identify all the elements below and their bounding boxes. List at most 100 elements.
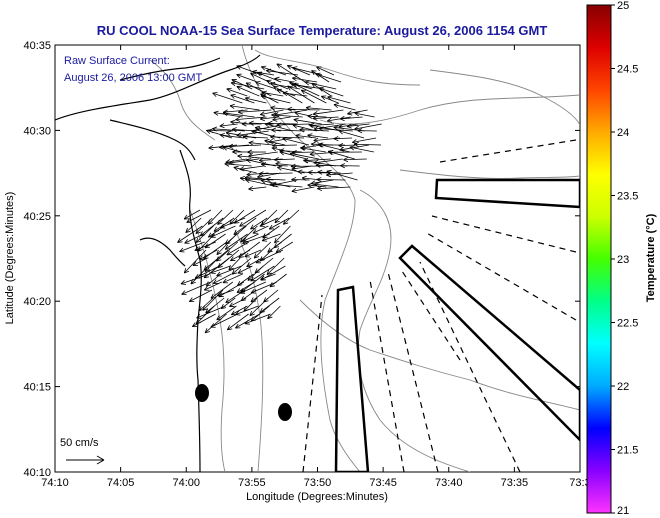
y-tick-label: 40:35: [23, 40, 51, 52]
colorbar-tick-label: 22: [617, 381, 629, 393]
current-vector: [216, 289, 235, 297]
current-vector: [229, 103, 260, 111]
current-vector: [235, 116, 267, 122]
current-vector: [293, 83, 320, 97]
current-vector: [271, 127, 305, 133]
current-vector: [357, 128, 377, 134]
current-vector: [231, 257, 252, 275]
current-vector: [185, 217, 202, 234]
current-vector: [236, 73, 258, 83]
colorbar-tick-label: 23.5: [617, 191, 638, 203]
current-vector: [333, 136, 353, 142]
beam-polygon-2: [398, 244, 580, 442]
current-vector: [229, 297, 247, 307]
current-vector: [326, 172, 353, 178]
current-vector: [206, 129, 233, 139]
current-vector: [195, 225, 214, 243]
current-vector: [183, 249, 207, 274]
current-vector: [316, 177, 346, 183]
current-vector: [274, 157, 295, 163]
x-tick-label: 73:35: [501, 477, 529, 489]
colorbar-tick-label: 22.5: [617, 318, 638, 330]
current-vector: [180, 273, 210, 285]
current-vector: [248, 140, 274, 146]
current-vector: [291, 177, 310, 183]
current-vector: [295, 133, 317, 139]
current-vector: [317, 142, 350, 153]
current-vector: [333, 103, 356, 111]
current-vector: [259, 109, 284, 117]
current-vector: [311, 82, 332, 97]
x-tick-label: 74:10: [41, 477, 69, 489]
x-tick-label: 73:55: [238, 477, 266, 489]
scale-arrow-icon: [66, 455, 105, 465]
y-axis-label: Latitude (Degrees:Minutes): [4, 192, 16, 325]
current-vector: [238, 109, 272, 115]
annotation-line-2: August 26, 2006 13:00 GMT: [64, 72, 202, 84]
colorbar-tick-label: 21: [617, 505, 629, 517]
current-vector: [312, 109, 344, 117]
colorbar-tick-label: 23: [617, 254, 629, 266]
current-vector: [270, 105, 296, 111]
current-vector: [260, 65, 287, 76]
current-vector: [224, 161, 252, 167]
current-vector: [250, 265, 275, 282]
current-vector: [271, 112, 303, 118]
current-vector: [346, 123, 370, 129]
current-vector: [326, 169, 358, 181]
current-vector: [274, 225, 291, 244]
current-vector: [317, 185, 351, 191]
current-vector: [260, 94, 291, 104]
station-marker-1: [195, 384, 209, 402]
current-vector: [261, 233, 281, 242]
current-vector: [292, 76, 318, 83]
current-vector: [236, 85, 260, 97]
current-vector: [222, 110, 255, 118]
current-vector: [208, 144, 238, 151]
current-vector: [245, 82, 272, 97]
current-vector: [230, 93, 255, 104]
x-tick-label: 74:00: [172, 477, 200, 489]
current-vector: [272, 116, 291, 122]
scale-label: 50 cm/s: [60, 437, 99, 449]
current-vector: [299, 127, 329, 133]
current-vector: [293, 117, 322, 125]
colorbar-ticks: 25 24.5 24 23.5 23 22.5 22 21.5 21: [611, 0, 638, 517]
current-vector: [216, 233, 237, 256]
x-tick-label: 73:40: [435, 477, 463, 489]
current-vector: [321, 95, 339, 104]
current-vector: [338, 129, 365, 139]
current-vector: [349, 145, 374, 153]
current-vector: [258, 171, 293, 177]
current-vector: [327, 116, 351, 123]
current-vector: [255, 81, 277, 90]
current-vector: [196, 305, 226, 319]
current-vector: [264, 122, 293, 132]
current-vector: [222, 273, 243, 284]
current-vector: [203, 281, 222, 291]
colorbar-tick-label: 24: [617, 127, 629, 139]
y-tick-label: 40:30: [23, 125, 51, 137]
current-vector: [343, 157, 367, 163]
x-tick-label: 74:05: [107, 477, 135, 489]
coastline: [55, 54, 261, 472]
colorbar-tick-label: 21.5: [617, 445, 638, 457]
current-vector: [273, 85, 303, 104]
current-vector: [242, 233, 270, 245]
current-vector: [177, 225, 203, 243]
current-vector: [314, 182, 339, 188]
plot-area: [54, 44, 581, 473]
current-vector: [184, 233, 204, 244]
current-vector: [186, 209, 212, 223]
current-vector: [347, 109, 368, 116]
current-vector: [259, 217, 279, 227]
current-vector: [183, 209, 201, 220]
colorbar-tick-label: 25: [617, 0, 629, 12]
current-vector: [282, 136, 310, 146]
current-vector: [304, 80, 337, 90]
current-vector: [272, 143, 298, 149]
current-vector: [219, 132, 245, 139]
current-vector: [275, 161, 300, 167]
current-vector: [244, 96, 267, 104]
current-vector: [231, 79, 253, 90]
